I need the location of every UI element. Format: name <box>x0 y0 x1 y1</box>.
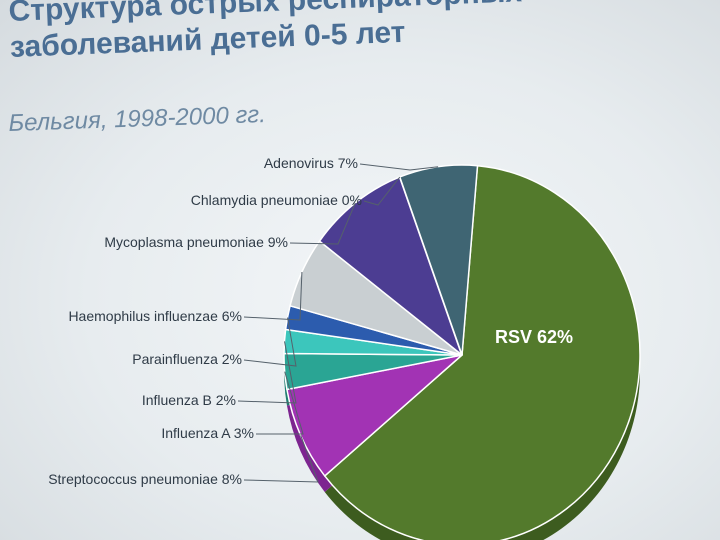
slice-label-haemophilus-influenzae: Haemophilus influenzae 6% <box>68 308 242 324</box>
leader-line-haemophilus-influenzae <box>243 271 303 321</box>
leader-line-influenza-a <box>256 371 304 435</box>
leader-line-chlamydia-pneumoniae <box>363 176 401 206</box>
leader-line-streptococcus-pneumoniae <box>243 435 319 483</box>
pie-slices <box>283 164 641 540</box>
leader-line-influenza-b <box>237 341 297 404</box>
leader-line-parainfluenza <box>243 317 297 367</box>
slice-label-streptococcus-pneumoniae: Streptococcus pneumoniae 8% <box>48 471 242 487</box>
slice-label-adenovirus: Adenovirus 7% <box>264 155 358 171</box>
slice-label-chlamydia-pneumoniae: Chlamydia pneumoniae 0% <box>191 192 362 208</box>
slice-label-influenza-a: Influenza A 3% <box>161 425 254 441</box>
pie-labels: RSV 62% Streptococcus pneumoniae 8% Influe… <box>48 155 573 487</box>
slice-label-parainfluenza: Parainfluenza 2% <box>132 351 242 367</box>
pie-slice-streptococcus-pneumoniae <box>286 354 463 477</box>
pie-slice-rsv <box>323 164 641 540</box>
slice-label-influenza-b: Influenza B 2% <box>142 392 236 408</box>
leader-line-mycoplasma-pneumoniae <box>289 202 356 245</box>
slice-label-mycoplasma-pneumoniae: Mycoplasma pneumoniae 9% <box>104 234 288 250</box>
slice-label-rsv: RSV 62% <box>495 327 573 347</box>
leader-line-adenovirus <box>359 163 439 171</box>
pie-slice-mycoplasma-pneumoniae <box>318 176 463 356</box>
